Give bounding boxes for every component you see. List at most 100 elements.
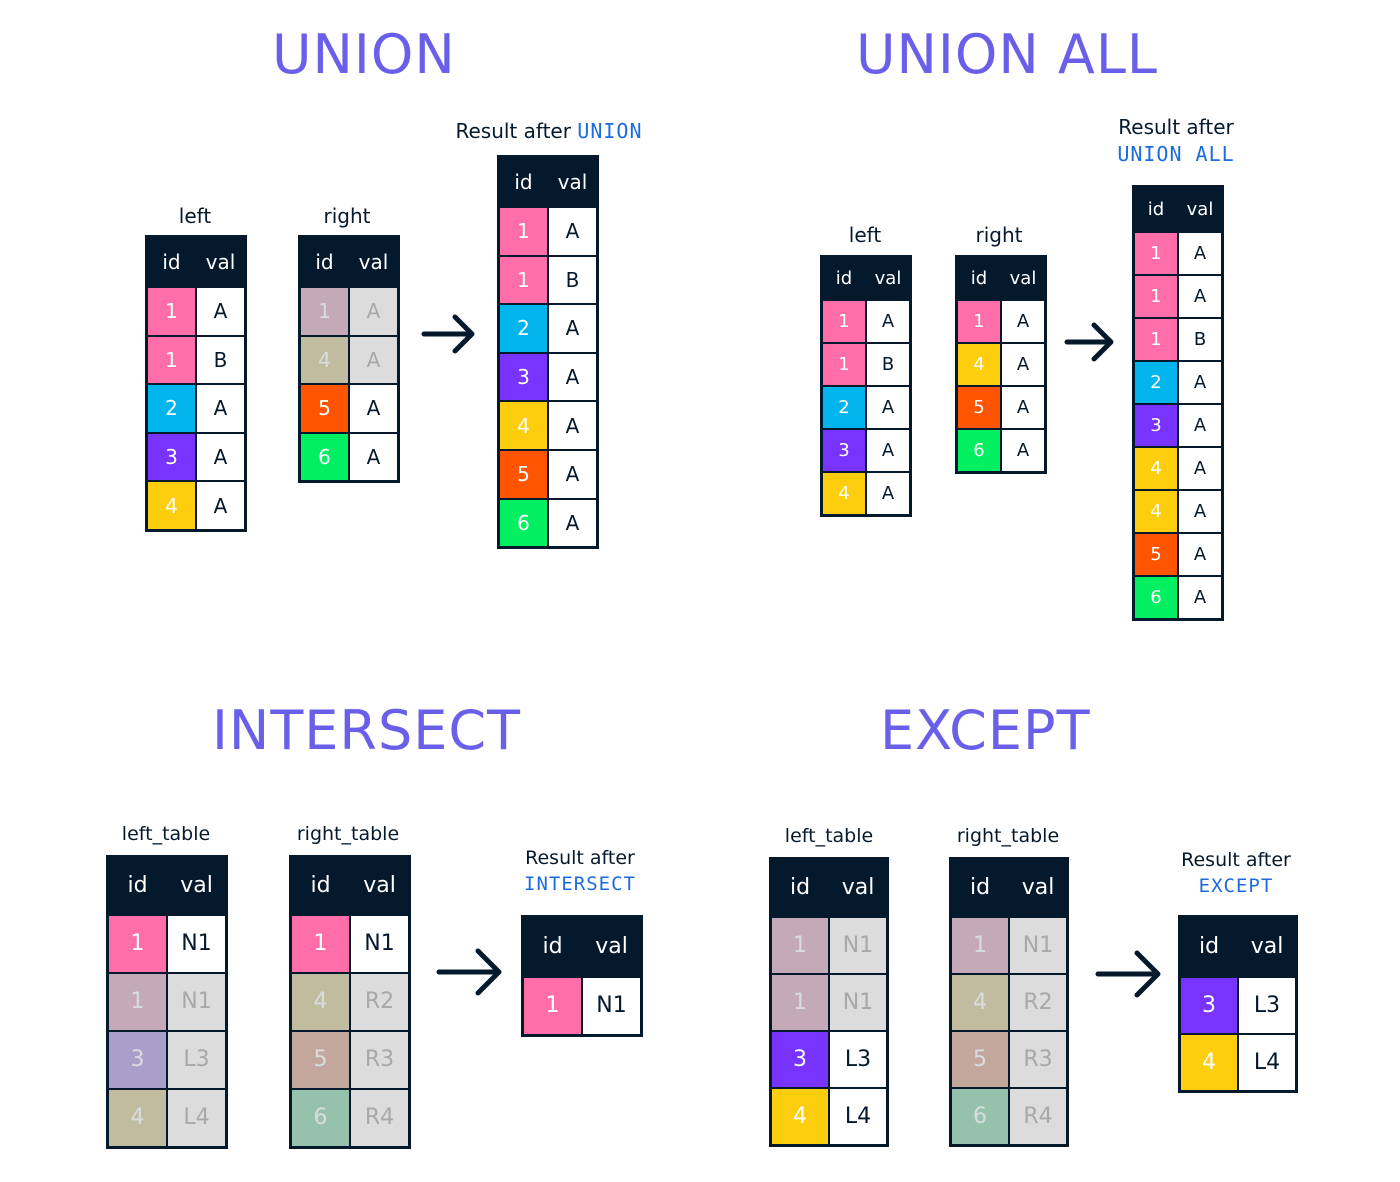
table-header-row: id val (108, 857, 226, 915)
val-cell: B (866, 343, 910, 386)
result-label-keyword: UNION (577, 119, 643, 143)
column-header-id: id (771, 859, 829, 917)
val-cell: A (196, 432, 245, 482)
val-cell: A (1178, 232, 1222, 275)
table-label: left (178, 204, 212, 228)
result-table: id val 1 A 1 A 1 B 2 A 3 A 4 A 4 A 5 A 6 A (1132, 185, 1224, 621)
column-header-id: id (523, 917, 582, 977)
val-cell: L4 (1238, 1034, 1296, 1091)
id-cell: 4 (1134, 447, 1178, 490)
table-row: 3 L3 (108, 1031, 226, 1089)
val-cell: A (1178, 275, 1222, 318)
id-cell: 4 (771, 1088, 829, 1145)
id-cell: 1 (147, 335, 196, 385)
id-cell: 1 (108, 973, 167, 1031)
id-cell: 6 (957, 429, 1001, 472)
val-cell: A (1178, 404, 1222, 447)
arrow-icon (436, 948, 502, 996)
val-cell: A (1178, 361, 1222, 404)
result-label: Result after UNION ALL (1117, 114, 1234, 168)
val-cell: A (349, 432, 398, 482)
table-row: 5 R3 (291, 1031, 409, 1089)
val-cell: A (1001, 386, 1045, 429)
table-row: 1 N1 (951, 917, 1067, 974)
id-cell: 5 (951, 1031, 1009, 1088)
id-cell: 5 (1134, 533, 1178, 576)
column-header-val: val (1009, 859, 1067, 917)
id-cell: 6 (300, 432, 349, 482)
result-label-text: Result after (1181, 849, 1291, 871)
val-cell: R3 (350, 1031, 409, 1089)
table-header-row: id val (957, 257, 1045, 300)
id-cell: 4 (291, 973, 350, 1031)
val-cell: A (548, 207, 597, 256)
val-cell: R2 (1009, 974, 1067, 1031)
table-row: 4 R2 (951, 974, 1067, 1031)
right-table: id val 1 A 4 A 5 A 6 A (955, 255, 1047, 474)
result-label-text: Result after (1118, 115, 1234, 139)
table-row: 4 L4 (1180, 1034, 1296, 1091)
arrow-icon (1095, 950, 1161, 998)
table-header-row: id val (147, 237, 245, 287)
table-row: 4 L4 (108, 1089, 226, 1147)
column-header-val: val (829, 859, 887, 917)
left-table: id val 1 A 1 B 2 A 3 A 4 A (145, 235, 247, 532)
id-cell: 3 (108, 1031, 167, 1089)
result-table: id val 3 L3 4 L4 (1178, 915, 1298, 1093)
val-cell: N1 (829, 974, 887, 1031)
table-row: 4 L4 (771, 1088, 887, 1145)
val-cell: B (548, 255, 597, 305)
result-table: id val 1 A 1 B 2 A 3 A 4 A 5 A 6 A (497, 155, 599, 550)
table-header-row: id val (951, 859, 1067, 917)
table-header-row: id val (822, 257, 910, 300)
column-header-id: id (957, 257, 1001, 300)
val-cell: A (548, 352, 597, 402)
id-cell: 5 (291, 1031, 350, 1089)
table-row: 1 N1 (108, 973, 226, 1031)
table-row: 3 L3 (771, 1031, 887, 1088)
val-cell: N1 (167, 973, 226, 1031)
table-label: left_table (784, 825, 874, 847)
val-cell: A (1001, 300, 1045, 343)
id-cell: 5 (957, 386, 1001, 429)
val-cell: A (548, 449, 597, 499)
column-header-id: id (951, 859, 1009, 917)
id-cell: 4 (499, 401, 548, 450)
table-row: 6 R4 (951, 1088, 1067, 1145)
column-header-id: id (147, 237, 196, 287)
panel-title: EXCEPT (880, 699, 1091, 762)
result-table: id val 1 N1 (521, 915, 643, 1037)
table-row: 5 R3 (951, 1031, 1067, 1088)
column-header-val: val (548, 157, 597, 207)
id-cell: 1 (822, 343, 866, 386)
result-label-keyword: UNION ALL (1117, 142, 1235, 166)
id-cell: 1 (1134, 275, 1178, 318)
val-cell: A (866, 472, 910, 515)
id-cell: 4 (147, 481, 196, 530)
table-header-row: id val (291, 857, 409, 915)
column-header-val: val (349, 237, 398, 287)
table-row: 1 N1 (108, 915, 226, 973)
column-header-id: id (300, 237, 349, 287)
id-cell: 1 (499, 207, 548, 256)
val-cell: L3 (829, 1031, 887, 1088)
table-row: 6 R4 (291, 1089, 409, 1147)
val-cell: R2 (350, 973, 409, 1031)
val-cell: A (1001, 343, 1045, 386)
arrow-icon (421, 314, 475, 354)
column-header-id: id (291, 857, 350, 915)
id-cell: 1 (951, 917, 1009, 974)
